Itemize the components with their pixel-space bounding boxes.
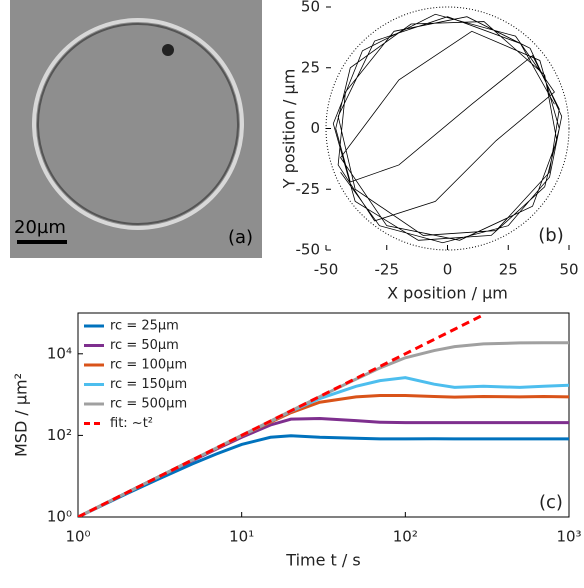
y-tick-label: 10⁴: [47, 344, 72, 362]
x-tick-label: 50: [559, 261, 578, 279]
panel-label: (b): [538, 225, 563, 246]
x-axis-label: Time t / s: [285, 551, 360, 570]
x-tick-label: 25: [499, 261, 518, 279]
x-tick-label: 10¹: [229, 528, 254, 546]
y-tick-label: 50: [301, 0, 320, 16]
panel-label: (c): [539, 492, 563, 513]
legend-label: rc = 150µm: [110, 377, 187, 392]
legend-label: rc = 500µm: [110, 397, 187, 412]
x-tick-label: 10⁰: [65, 528, 90, 546]
x-tick-label: -50: [314, 261, 339, 279]
series-line: [78, 418, 569, 517]
series-line: [78, 396, 569, 517]
y-axis-label: MSD / µm²: [12, 373, 31, 457]
legend-label: rc = 25µm: [110, 319, 179, 334]
y-axis-label: Y position / µm: [280, 69, 299, 190]
particle: [162, 44, 174, 56]
y-tick-label: -50: [296, 241, 321, 259]
legend-label: rc = 100µm: [110, 358, 187, 373]
series-line: [333, 14, 561, 242]
y-tick-label: 10²: [47, 426, 72, 444]
x-tick-label: 10³: [556, 528, 581, 546]
x-tick-label: 0: [443, 261, 453, 279]
y-tick-label: 10⁰: [47, 508, 72, 526]
y-tick-label: -25: [296, 180, 321, 198]
figure: 20µm (a) -50 -25 0 25 50 -50 -25 0 25 50 X positio…: [0, 0, 584, 584]
legend-label: fit: ~t²: [110, 416, 153, 431]
y-tick-label: 0: [310, 119, 320, 137]
series-line: [78, 436, 569, 517]
x-tick-label: 10²: [393, 528, 418, 546]
x-tick-label: -25: [375, 261, 400, 279]
x-axis-label: X position / µm: [387, 284, 508, 303]
y-tick-label: 25: [301, 58, 320, 76]
scale-bar-label: 20µm: [14, 217, 66, 238]
legend-label: rc = 50µm: [110, 338, 179, 353]
panel-label: (a): [228, 227, 253, 248]
